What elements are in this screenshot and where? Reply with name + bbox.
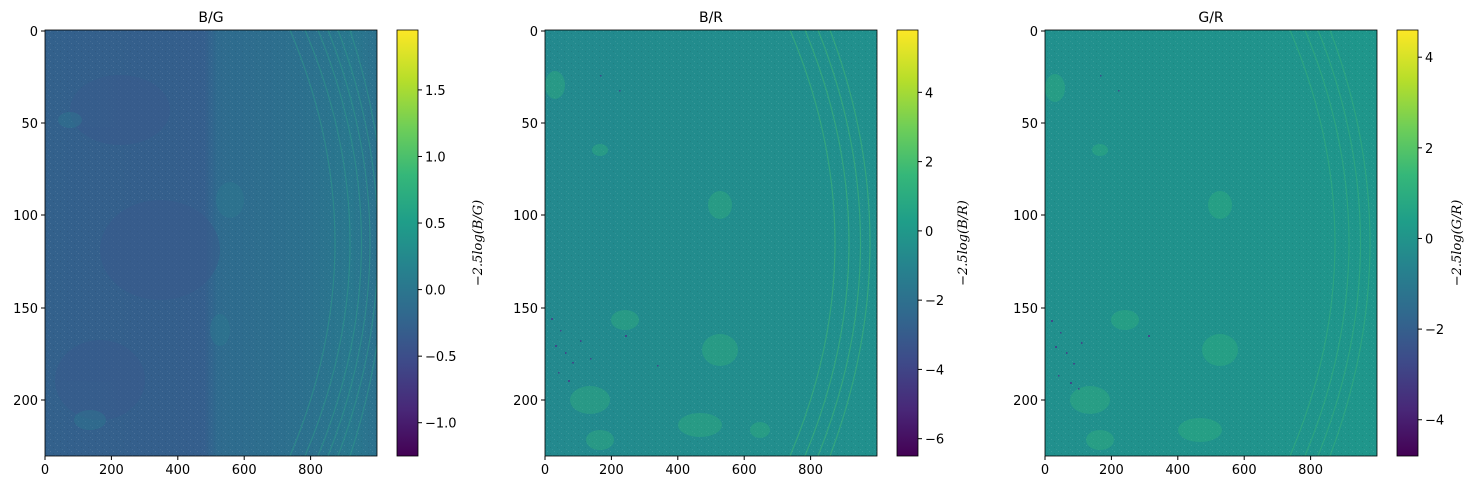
colorbar-label: −2.5log(G/R) bbox=[1450, 200, 1465, 287]
colorbar-tick-label: −0.5 bbox=[425, 350, 457, 365]
colorbar: −1.0 −0.5 0.0 0.5 1.0 1.5 −2.5log(B/G) bbox=[396, 29, 486, 457]
colorbar-tick-label: −6 bbox=[925, 433, 944, 448]
y-tick-label: 100 bbox=[13, 209, 38, 224]
colorbar-tick-label: 1.5 bbox=[425, 84, 446, 99]
panel-title: B/R bbox=[699, 10, 723, 26]
colorbar-tick-label: 0.0 bbox=[425, 284, 446, 299]
y-tick-label: 50 bbox=[521, 117, 538, 132]
x-axis: 0 200 400 600 800 bbox=[1041, 456, 1323, 478]
x-tick-label: 400 bbox=[1165, 463, 1190, 478]
colorbar-tick-label: 1.0 bbox=[425, 150, 446, 165]
colorbar-tick-label: −1.0 bbox=[425, 417, 457, 432]
x-tick-label: 200 bbox=[1099, 463, 1124, 478]
colorbar-tick-label: 4 bbox=[1425, 51, 1433, 66]
x-tick-label: 400 bbox=[165, 463, 190, 478]
x-tick-label: 0 bbox=[541, 463, 549, 478]
y-tick-label: 150 bbox=[513, 302, 538, 317]
panel-title: G/R bbox=[1198, 10, 1224, 26]
y-tick-label: 50 bbox=[1021, 117, 1038, 132]
x-tick-label: 600 bbox=[232, 463, 257, 478]
y-axis: 0 50 100 150 200 bbox=[1013, 25, 1045, 409]
x-axis: 0 200 400 600 800 bbox=[41, 456, 323, 478]
y-tick-label: 0 bbox=[1030, 25, 1038, 40]
y-tick-label: 150 bbox=[1013, 302, 1038, 317]
heatmap-image bbox=[545, 30, 877, 456]
y-tick-label: 0 bbox=[30, 25, 38, 40]
panel-bg: B/G bbox=[13, 10, 486, 478]
colorbar-ticks: −4 −2 0 2 4 bbox=[1418, 51, 1444, 429]
y-axis: 0 50 100 150 200 bbox=[13, 25, 45, 409]
colorbar-tick-label: −4 bbox=[925, 363, 944, 378]
x-tick-label: 0 bbox=[1041, 463, 1049, 478]
x-axis: 0 200 400 600 800 bbox=[541, 456, 823, 478]
heatmap-image bbox=[45, 30, 377, 456]
colorbar-tick-label: −2 bbox=[925, 294, 944, 309]
panel-bg: G/R bbox=[1013, 10, 1465, 478]
y-tick-label: 100 bbox=[1013, 209, 1038, 224]
y-tick-label: 0 bbox=[530, 25, 538, 40]
x-tick-label: 200 bbox=[99, 463, 124, 478]
x-tick-label: 0 bbox=[41, 463, 49, 478]
y-tick-label: 200 bbox=[1013, 394, 1038, 409]
colorbar-ticks: −6 −4 −2 0 2 4 bbox=[918, 86, 944, 448]
x-tick-label: 800 bbox=[298, 463, 323, 478]
colorbar-tick-label: 0.5 bbox=[425, 217, 446, 232]
colorbar-tick-label: −4 bbox=[1425, 414, 1444, 429]
colorbar: −6 −4 −2 0 2 4 −2.5log(B/R) bbox=[896, 29, 971, 457]
colorbar-tick-label: −2 bbox=[1425, 323, 1444, 338]
x-tick-label: 800 bbox=[1298, 463, 1323, 478]
y-tick-label: 50 bbox=[21, 117, 38, 132]
y-tick-label: 150 bbox=[13, 302, 38, 317]
x-tick-label: 600 bbox=[732, 463, 757, 478]
y-tick-label: 200 bbox=[13, 394, 38, 409]
x-tick-label: 400 bbox=[665, 463, 690, 478]
y-tick-label: 100 bbox=[513, 209, 538, 224]
y-tick-label: 200 bbox=[513, 394, 538, 409]
x-tick-label: 800 bbox=[798, 463, 823, 478]
x-tick-label: 200 bbox=[599, 463, 624, 478]
colorbar-ticks: −1.0 −0.5 0.0 0.5 1.0 1.5 bbox=[418, 84, 457, 432]
colorbar-tick-label: 0 bbox=[1425, 232, 1433, 247]
colorbar-label: −2.5log(B/G) bbox=[471, 200, 486, 286]
panel-bg: B/R bbox=[513, 10, 971, 478]
colorbar-label: −2.5log(B/R) bbox=[956, 200, 971, 286]
x-tick-label: 600 bbox=[1232, 463, 1257, 478]
heatmap-image bbox=[1045, 30, 1377, 456]
colorbar-tick-label: 4 bbox=[925, 86, 933, 101]
colorbar: −4 −2 0 2 4 −2.5log(G/R) bbox=[1396, 29, 1465, 457]
colorbar-tick-label: 2 bbox=[925, 156, 933, 171]
colorbar-tick-label: 0 bbox=[925, 225, 933, 240]
colorbar-tick-label: 2 bbox=[1425, 142, 1433, 157]
panel-title: B/G bbox=[198, 10, 223, 26]
y-axis: 0 50 100 150 200 bbox=[513, 25, 545, 409]
